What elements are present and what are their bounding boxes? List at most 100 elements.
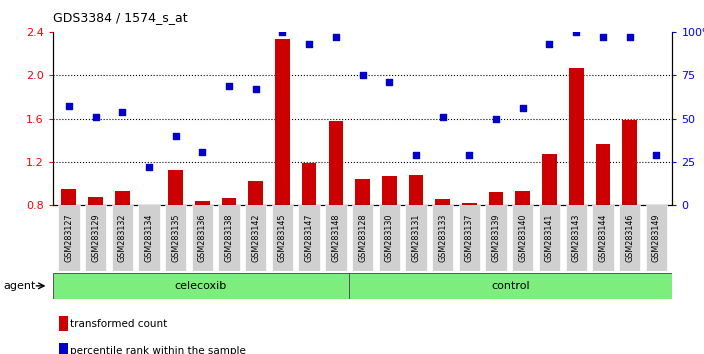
Bar	[462, 203, 477, 205]
Bar	[382, 176, 396, 205]
Bar	[58, 205, 80, 271]
Point	[90, 114, 101, 120]
Text: GSM283142: GSM283142	[251, 214, 260, 262]
Bar	[53, 273, 349, 299]
Point	[624, 34, 635, 40]
Point	[63, 104, 75, 109]
Text: GSM283130: GSM283130	[385, 214, 394, 262]
Bar	[489, 192, 503, 205]
Point	[196, 149, 208, 154]
Text: GSM283140: GSM283140	[518, 214, 527, 262]
Bar	[111, 205, 133, 271]
Bar	[329, 121, 344, 205]
Bar	[349, 273, 672, 299]
Text: GSM283133: GSM283133	[438, 214, 447, 262]
Bar	[191, 205, 213, 271]
Bar	[195, 201, 210, 205]
Text: GSM283135: GSM283135	[171, 214, 180, 262]
Point	[410, 152, 422, 158]
Text: GSM283127: GSM283127	[64, 214, 73, 262]
Bar	[218, 205, 240, 271]
Point	[277, 29, 288, 35]
Bar	[592, 205, 614, 271]
Bar	[168, 170, 183, 205]
Bar	[298, 205, 320, 271]
Point	[597, 34, 608, 40]
Bar	[542, 154, 557, 205]
Point	[250, 86, 261, 92]
Point	[144, 164, 155, 170]
Bar	[138, 205, 160, 271]
Bar	[649, 205, 664, 206]
Text: GSM283148: GSM283148	[332, 214, 340, 262]
Bar	[596, 143, 610, 205]
Text: GSM283138: GSM283138	[225, 214, 234, 262]
Text: GSM283144: GSM283144	[598, 214, 608, 262]
Point	[223, 83, 234, 88]
Bar	[325, 205, 346, 271]
Bar	[569, 68, 584, 205]
Text: GDS3384 / 1574_s_at: GDS3384 / 1574_s_at	[53, 11, 187, 24]
Point	[357, 73, 368, 78]
Text: control: control	[491, 281, 530, 291]
Text: GSM283149: GSM283149	[652, 214, 661, 262]
Text: GSM283146: GSM283146	[625, 214, 634, 262]
Text: GSM283129: GSM283129	[91, 214, 100, 262]
Text: transformed count: transformed count	[70, 319, 167, 329]
Bar	[356, 179, 370, 205]
Text: GSM283132: GSM283132	[118, 214, 127, 262]
Bar	[565, 205, 587, 271]
Point	[491, 116, 502, 121]
Bar	[275, 39, 290, 205]
Point	[570, 29, 582, 35]
Point	[544, 41, 555, 47]
Bar	[512, 205, 534, 271]
Bar	[432, 205, 453, 271]
Text: GSM283136: GSM283136	[198, 214, 207, 262]
Text: GSM283141: GSM283141	[545, 214, 554, 262]
Bar	[245, 205, 266, 271]
Bar	[59, 343, 68, 354]
Point	[437, 114, 448, 120]
Point	[330, 34, 341, 40]
Bar	[59, 316, 68, 331]
Bar	[406, 205, 427, 271]
Bar	[352, 205, 373, 271]
Text: GSM283143: GSM283143	[572, 214, 581, 262]
Text: agent: agent	[4, 281, 36, 291]
Bar	[115, 191, 130, 205]
Bar	[539, 205, 560, 271]
Point	[303, 41, 315, 47]
Text: celecoxib: celecoxib	[175, 281, 227, 291]
Bar	[515, 191, 530, 205]
Bar	[646, 205, 667, 271]
Bar	[459, 205, 480, 271]
Bar	[619, 205, 640, 271]
Bar	[61, 189, 76, 205]
Bar	[408, 175, 423, 205]
Point	[384, 79, 395, 85]
Bar	[88, 197, 103, 205]
Bar	[165, 205, 187, 271]
Bar	[379, 205, 400, 271]
Text: percentile rank within the sample: percentile rank within the sample	[70, 346, 246, 354]
Point	[170, 133, 181, 139]
Bar	[142, 205, 156, 207]
Bar	[485, 205, 507, 271]
Point	[464, 152, 475, 158]
Text: GSM283147: GSM283147	[305, 214, 314, 262]
Point	[517, 105, 529, 111]
Bar	[249, 182, 263, 205]
Bar	[272, 205, 293, 271]
Text: GSM283134: GSM283134	[144, 214, 153, 262]
Bar	[302, 163, 317, 205]
Point	[117, 109, 128, 114]
Point	[650, 152, 662, 158]
Text: GSM283131: GSM283131	[411, 214, 420, 262]
Bar	[222, 198, 237, 205]
Text: GSM283137: GSM283137	[465, 214, 474, 262]
Text: GSM283139: GSM283139	[491, 214, 501, 262]
Bar	[622, 120, 637, 205]
Bar	[85, 205, 106, 271]
Text: GSM283128: GSM283128	[358, 214, 367, 262]
